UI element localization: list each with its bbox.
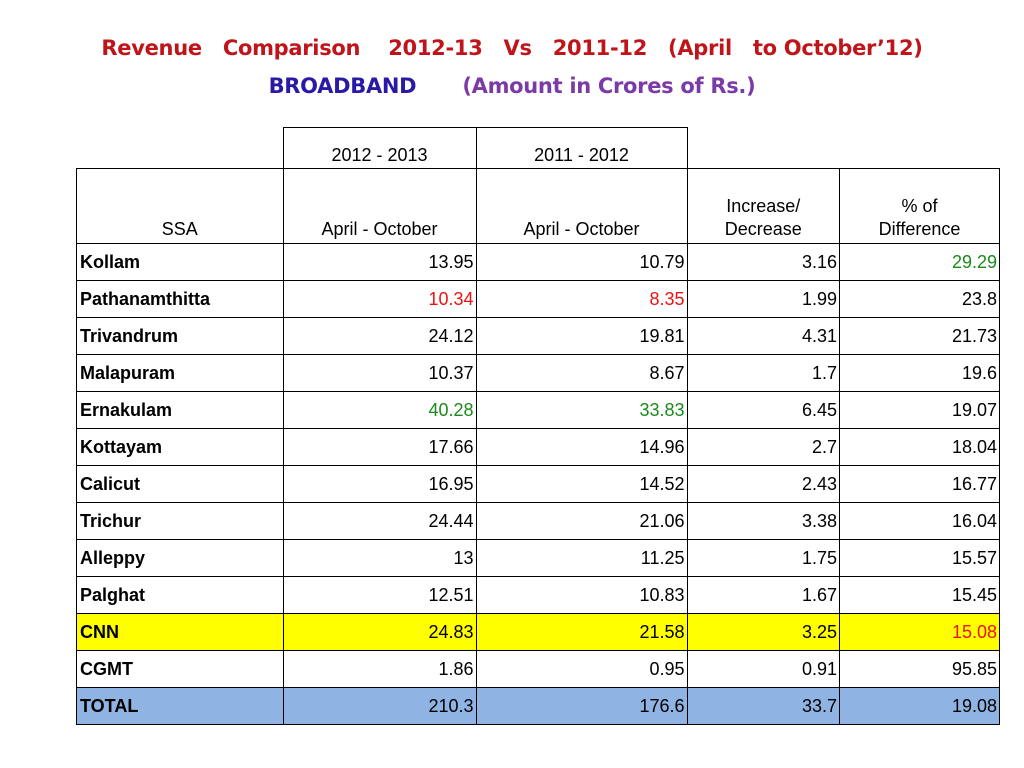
table-row: Kollam 13.95 10.79 3.16 29.29 (76, 243, 1000, 281)
slide-title: Revenue Comparison 2012-13 Vs 2011-12 (A… (101, 36, 923, 60)
table-row-cnn-highlight: CNN 24.83 21.58 3.25 15.08 (76, 613, 1000, 651)
value-2011-12-cell: 21.06 (475, 502, 688, 540)
header-row-years: 2012 - 2013 2011 - 2012 (77, 127, 1000, 169)
table-row: Trivandrum 24.12 19.81 4.31 21.73 (76, 317, 1000, 355)
value-2012-13-cell: 13 (282, 539, 477, 577)
percent-cell: 15.08 (839, 613, 1000, 651)
ssa-cell: Alleppy (76, 539, 284, 577)
header-period-2011-12: April - October (475, 168, 688, 244)
slide-subtitle: BROADBAND (Amount in Crores of Rs.) (0, 74, 1024, 98)
header-row-columns: SSA April - October April - October Incr… (76, 168, 1000, 244)
increase-cell: 3.25 (686, 613, 840, 651)
increase-cell: 1.67 (686, 576, 840, 614)
table-row: Calicut 16.95 14.52 2.43 16.77 (76, 465, 1000, 503)
value-2011-12-cell: 11.25 (475, 539, 688, 577)
percent-cell: 18.04 (839, 428, 1000, 466)
percent-cell: 16.77 (839, 465, 1000, 503)
revenue-table: 2012 - 2013 2011 - 2012 SSA April - Octo… (76, 127, 1000, 725)
value-2012-13-cell: 17.66 (282, 428, 477, 466)
value-2012-13-cell: 40.28 (282, 391, 477, 429)
table-row: Malapuram 10.37 8.67 1.7 19.6 (76, 354, 1000, 392)
increase-cell: 3.16 (686, 243, 840, 281)
table-row: Ernakulam 40.28 33.83 6.45 19.07 (76, 391, 1000, 429)
percent-cell: 19.07 (839, 391, 1000, 429)
ssa-cell: CNN (76, 613, 284, 651)
ssa-cell: Palghat (76, 576, 284, 614)
increase-cell: 1.7 (686, 354, 840, 392)
ssa-cell: Kollam (76, 243, 284, 281)
table-row: Kottayam 17.66 14.96 2.7 18.04 (76, 428, 1000, 466)
header-year-2011-12: 2011 - 2012 (475, 127, 688, 169)
value-2011-12-cell: 21.58 (475, 613, 688, 651)
percent-cell: 23.8 (839, 280, 1000, 318)
increase-cell: 3.38 (686, 502, 840, 540)
value-2012-13-cell: 1.86 (282, 650, 477, 688)
table-row: Palghat 12.51 10.83 1.67 15.45 (76, 576, 1000, 614)
percent-cell: 95.85 (839, 650, 1000, 688)
value-2012-13-cell: 10.34 (282, 280, 477, 318)
value-2012-13-cell: 210.3 (282, 687, 477, 725)
increase-cell: 1.99 (686, 280, 840, 318)
value-2012-13-cell: 24.83 (282, 613, 477, 651)
value-2011-12-cell: 8.67 (475, 354, 688, 392)
value-2011-12-cell: 10.83 (475, 576, 688, 614)
percent-cell: 29.29 (839, 243, 1000, 281)
value-2011-12-cell: 8.35 (475, 280, 688, 318)
percent-cell: 19.08 (839, 687, 1000, 725)
increase-cell: 33.7 (686, 687, 840, 725)
ssa-cell: CGMT (76, 650, 284, 688)
header-ssa: SSA (76, 168, 284, 244)
table-row: Alleppy 13 11.25 1.75 15.57 (76, 539, 1000, 577)
header-period-2012-13: April - October (282, 168, 477, 244)
value-2011-12-cell: 176.6 (475, 687, 688, 725)
value-2012-13-cell: 24.44 (282, 502, 477, 540)
ssa-cell: Pathanamthitta (76, 280, 284, 318)
value-2012-13-cell: 13.95 (282, 243, 477, 281)
header-percent-difference: % of Difference (839, 168, 1000, 244)
percent-cell: 19.6 (839, 354, 1000, 392)
value-2012-13-cell: 10.37 (282, 354, 477, 392)
increase-cell: 2.7 (686, 428, 840, 466)
increase-cell: 4.31 (686, 317, 840, 355)
value-2011-12-cell: 14.96 (475, 428, 688, 466)
value-2011-12-cell: 33.83 (475, 391, 688, 429)
percent-cell: 15.45 (839, 576, 1000, 614)
table-row-total: TOTAL 210.3 176.6 33.7 19.08 (76, 687, 1000, 725)
value-2011-12-cell: 14.52 (475, 465, 688, 503)
percent-cell: 16.04 (839, 502, 1000, 540)
amount-label: (Amount in Crores of Rs.) (462, 74, 756, 98)
value-2011-12-cell: 19.81 (475, 317, 688, 355)
ssa-cell: Ernakulam (76, 391, 284, 429)
value-2011-12-cell: 10.79 (475, 243, 688, 281)
ssa-cell: Trivandrum (76, 317, 284, 355)
value-2012-13-cell: 24.12 (282, 317, 477, 355)
ssa-cell: Kottayam (76, 428, 284, 466)
value-2012-13-cell: 12.51 (282, 576, 477, 614)
increase-cell: 0.91 (686, 650, 840, 688)
ssa-cell: Malapuram (76, 354, 284, 392)
broadband-label: BROADBAND (268, 74, 417, 98)
ssa-cell: Trichur (76, 502, 284, 540)
table-row: Trichur 24.44 21.06 3.38 16.04 (76, 502, 1000, 540)
table-row: CGMT 1.86 0.95 0.91 95.85 (76, 650, 1000, 688)
increase-cell: 1.75 (686, 539, 840, 577)
percent-cell: 15.57 (839, 539, 1000, 577)
increase-cell: 2.43 (686, 465, 840, 503)
increase-cell: 6.45 (686, 391, 840, 429)
ssa-cell: TOTAL (76, 687, 284, 725)
header-year-2012-13: 2012 - 2013 (282, 127, 477, 169)
header-increase-decrease: Increase/Decrease (686, 168, 840, 244)
ssa-cell: Calicut (76, 465, 284, 503)
percent-cell: 21.73 (839, 317, 1000, 355)
value-2011-12-cell: 0.95 (475, 650, 688, 688)
table-row: Pathanamthitta 10.34 8.35 1.99 23.8 (76, 280, 1000, 318)
value-2012-13-cell: 16.95 (282, 465, 477, 503)
